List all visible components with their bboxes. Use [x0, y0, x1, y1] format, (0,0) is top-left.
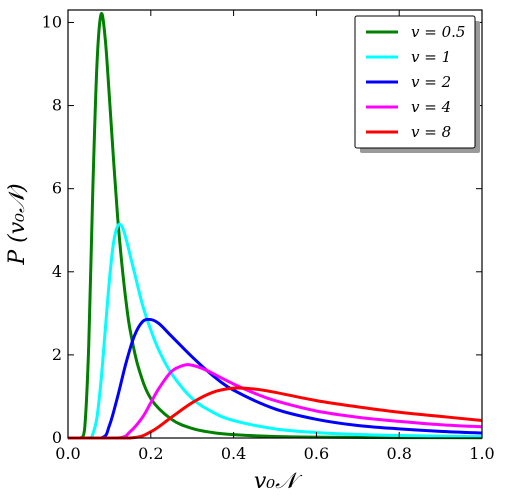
legend: v = 0.5 v = 1 v = 2 v = 4 v = 8 — [354, 15, 480, 153]
y-tick-label: 8 — [52, 96, 62, 115]
legend-label: v = 8 — [411, 123, 451, 141]
y-tick-label: 6 — [52, 179, 62, 198]
series-line-3 — [67, 363, 483, 440]
legend-box — [354, 15, 476, 149]
series-line-0 — [67, 11, 483, 440]
y-axis-label: P (v₀𝒩) — [5, 183, 30, 265]
y-tick-label: 0 — [52, 428, 62, 447]
series-line-2 — [67, 317, 483, 440]
x-tick-label: 0.8 — [386, 444, 411, 463]
x-tick-label: 1.0 — [469, 444, 494, 463]
x-tick-label: 0.4 — [221, 444, 246, 463]
plot-frame — [67, 9, 483, 439]
x-tick-label: 0.0 — [55, 444, 80, 463]
legend-label: v = 4 — [411, 98, 451, 116]
tick-layer: 0.0 0.2 0.4 0.6 0.8 1.0 0 2 4 6 8 10 — [42, 10, 495, 463]
y-tick-label: 4 — [52, 262, 62, 281]
y-tick-label: 10 — [42, 12, 62, 31]
legend-items: v = 0.5 v = 1 v = 2 v = 4 v = 8 — [366, 23, 465, 141]
series-line-1 — [67, 222, 483, 440]
legend-label: v = 2 — [411, 73, 451, 91]
x-tick-label: 0.6 — [304, 444, 329, 463]
x-axis-label: v₀𝒩 — [254, 469, 303, 494]
series-layer — [67, 11, 483, 440]
legend-label: v = 1 — [411, 48, 451, 66]
legend-label: v = 0.5 — [411, 23, 465, 41]
series-line-4 — [67, 386, 483, 440]
x-tick-label: 0.2 — [138, 444, 163, 463]
y-tick-label: 2 — [52, 345, 62, 364]
